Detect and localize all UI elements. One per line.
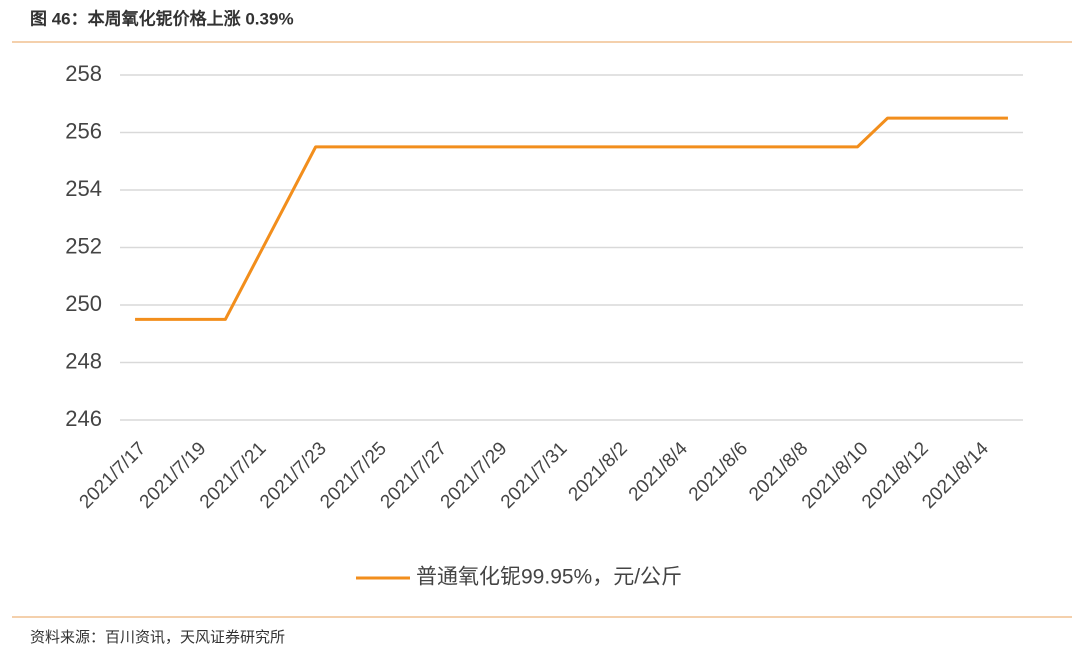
x-tick-label: 2021/8/6	[685, 438, 752, 505]
y-tick-label: 254	[65, 176, 102, 201]
y-tick-label: 246	[65, 406, 102, 431]
x-tick-label: 2021/8/14	[918, 438, 993, 513]
chart-title: 图 46：本周氧化铌价格上涨 0.39%	[30, 8, 294, 28]
y-tick-label: 248	[65, 348, 102, 373]
legend-label: 普通氧化铌99.95%，元/公斤	[416, 566, 682, 589]
source-note: 资料来源：百川资讯，天风证券研究所	[30, 629, 285, 646]
x-tick-label: 2021/7/31	[497, 438, 572, 513]
y-tick-label: 256	[65, 118, 102, 143]
x-tick-label: 2021/8/2	[565, 438, 632, 505]
x-tick-label: 2021/8/4	[625, 438, 692, 505]
y-tick-label: 252	[65, 233, 102, 258]
y-tick-label: 258	[65, 61, 102, 86]
series-line	[135, 116, 1008, 321]
y-tick-label: 250	[65, 291, 102, 316]
